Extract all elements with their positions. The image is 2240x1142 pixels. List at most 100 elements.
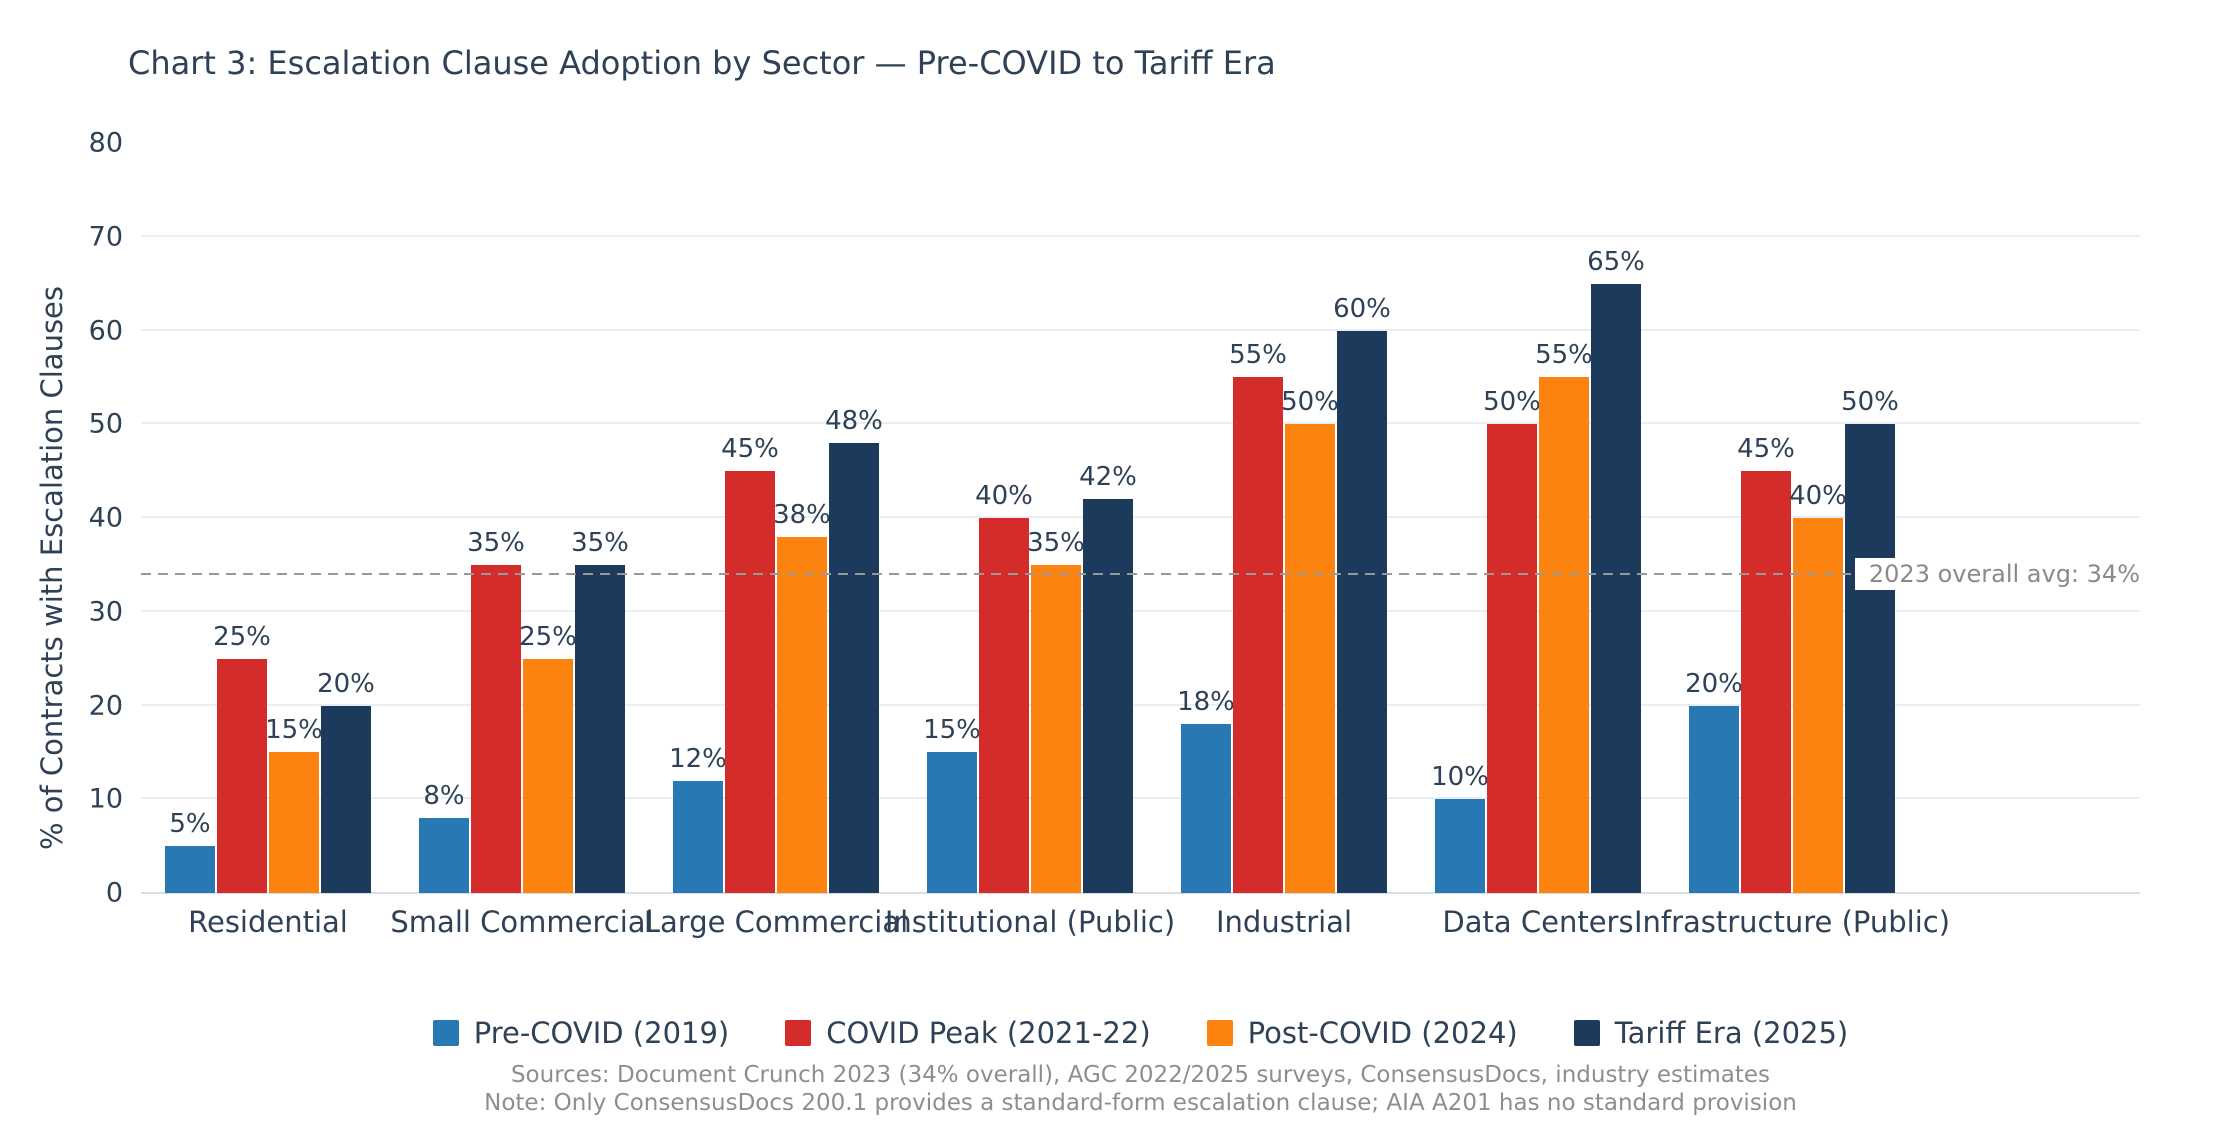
bar: 55% xyxy=(1535,342,1593,893)
footer-note: Note: Only ConsensusDocs 200.1 provides … xyxy=(484,1090,1797,1116)
x-category-label: Large Commercial xyxy=(643,905,909,939)
y-tick-label: 20 xyxy=(88,690,123,721)
bar: 15% xyxy=(265,717,323,893)
x-category-label: Residential xyxy=(188,905,348,939)
bar: 10% xyxy=(1431,764,1489,893)
bar-value-label: 55% xyxy=(1535,340,1593,371)
bar-value-label: 15% xyxy=(923,715,981,746)
y-tick-label: 40 xyxy=(88,502,123,534)
x-category-label: Data Centers xyxy=(1442,905,1634,939)
bar: 40% xyxy=(975,483,1033,893)
bar: 5% xyxy=(165,811,215,893)
bar-group: 20% 45% 40% 50% xyxy=(1665,143,1919,893)
legend-item: Pre-COVID (2019) xyxy=(432,1016,730,1050)
y-tick-label: 30 xyxy=(88,596,123,628)
bar: 48% xyxy=(825,408,883,893)
bar-value-label: 8% xyxy=(423,781,465,811)
bar-value-label: 10% xyxy=(1431,762,1489,793)
legend-item: Tariff Era (2025) xyxy=(1573,1016,1848,1050)
bar-value-label: 42% xyxy=(1079,462,1137,493)
footer-sources: Sources: Document Crunch 2023 (34% overa… xyxy=(510,1062,1771,1088)
y-tick-label: 60 xyxy=(88,315,123,346)
bar-value-label: 15% xyxy=(265,715,323,746)
bar: 50% xyxy=(1841,389,1899,893)
y-tick-label: 80 xyxy=(88,127,123,159)
bar-value-label: 40% xyxy=(1789,481,1847,511)
gridline xyxy=(141,609,2140,612)
y-tick-label: 50 xyxy=(88,408,123,440)
bar: 8% xyxy=(419,783,469,893)
legend: Pre-COVID (2019) COVID Peak (2021-22) Post… xyxy=(141,1016,2140,1050)
reference-line-label: 2023 overall avg: 34% xyxy=(1854,558,2140,591)
bar-value-label: 60% xyxy=(1333,293,1391,324)
x-category-label: Infrastructure (Public) xyxy=(1633,905,1951,939)
legend-label: COVID Peak (2021-22) xyxy=(826,1016,1151,1050)
bars-region: 5% 25% 15% 20% 8% 35% 25% 35% 12% 45% 38% 48% 15% 40%… xyxy=(141,143,1919,893)
bar: 15% xyxy=(923,717,981,893)
bar-group: 15% 40% 35% 42% xyxy=(903,143,1157,893)
bar: 45% xyxy=(1737,436,1795,893)
gridline xyxy=(141,516,2140,518)
bar-value-label: 40% xyxy=(975,481,1033,511)
bar-value-label: 35% xyxy=(467,527,525,558)
bar: 55% xyxy=(1229,342,1287,893)
bar: 25% xyxy=(519,624,577,893)
y-tick-label: 10 xyxy=(88,783,123,815)
gridline xyxy=(141,703,2140,706)
bar: 35% xyxy=(1027,530,1085,893)
bar: 18% xyxy=(1177,689,1235,893)
bar-value-label: 5% xyxy=(169,809,211,840)
bar-value-label: 20% xyxy=(1685,668,1743,699)
reference-line: 2023 overall avg: 34% xyxy=(141,558,2140,591)
y-axis-title: % of Contracts with Escalation Clauses xyxy=(35,285,69,851)
chart-title: Chart 3: Escalation Clause Adoption by S… xyxy=(128,44,1276,82)
bar: 35% xyxy=(467,530,525,893)
bar-value-label: 50% xyxy=(1483,387,1541,418)
gridline xyxy=(141,797,2140,800)
bar: 50% xyxy=(1281,389,1339,893)
legend-item: COVID Peak (2021-22) xyxy=(785,1016,1151,1050)
bar-value-label: 12% xyxy=(669,743,727,774)
gridline xyxy=(141,422,2140,425)
legend-swatch xyxy=(785,1020,812,1046)
bar-group: 12% 45% 38% 48% xyxy=(649,143,903,893)
bar: 50% xyxy=(1483,389,1541,893)
bar: 45% xyxy=(721,436,779,893)
x-category-labels: Residential Small Commercial Large Commerc… xyxy=(141,905,1950,939)
bar: 35% xyxy=(571,530,629,893)
bar: 60% xyxy=(1333,296,1391,893)
bar-value-label: 35% xyxy=(571,527,629,558)
gridline xyxy=(141,234,2140,237)
legend-item: Post-COVID (2024) xyxy=(1206,1016,1518,1050)
x-category-label: Small Commercial xyxy=(390,905,654,939)
bar-value-label: 25% xyxy=(213,621,271,652)
x-category-label: Institutional (Public) xyxy=(884,905,1176,939)
bar-value-label: 35% xyxy=(1027,527,1085,558)
x-category-label: Industrial xyxy=(1215,905,1353,939)
legend-swatch xyxy=(1573,1020,1600,1046)
bar: 12% xyxy=(669,746,727,893)
legend-label: Pre-COVID (2019) xyxy=(473,1016,730,1050)
bar-group: 8% 35% 25% 35% xyxy=(395,143,649,893)
y-tick-label: 0 xyxy=(105,877,123,909)
bar: 40% xyxy=(1789,483,1847,893)
y-tick-label: 70 xyxy=(88,221,123,253)
bar-group: 10% 50% 55% 65% xyxy=(1411,143,1665,893)
bar-value-label: 45% xyxy=(1737,434,1795,465)
legend-swatch xyxy=(1206,1020,1233,1046)
legend-swatch xyxy=(432,1020,459,1046)
bar-group: 5% 25% 15% 20% xyxy=(141,143,395,893)
legend-label: Post-COVID (2024) xyxy=(1247,1016,1518,1050)
bar: 20% xyxy=(1685,671,1743,893)
bar: 20% xyxy=(317,671,375,893)
bar-value-label: 45% xyxy=(721,434,779,465)
bar-value-label: 38% xyxy=(773,499,831,530)
bar: 25% xyxy=(213,624,271,893)
bar: 65% xyxy=(1587,249,1645,893)
bar-value-label: 50% xyxy=(1281,387,1339,418)
x-axis-baseline xyxy=(141,892,2140,894)
bar-value-label: 25% xyxy=(519,621,577,652)
bar: 38% xyxy=(773,502,831,893)
bar-value-label: 55% xyxy=(1229,340,1287,371)
